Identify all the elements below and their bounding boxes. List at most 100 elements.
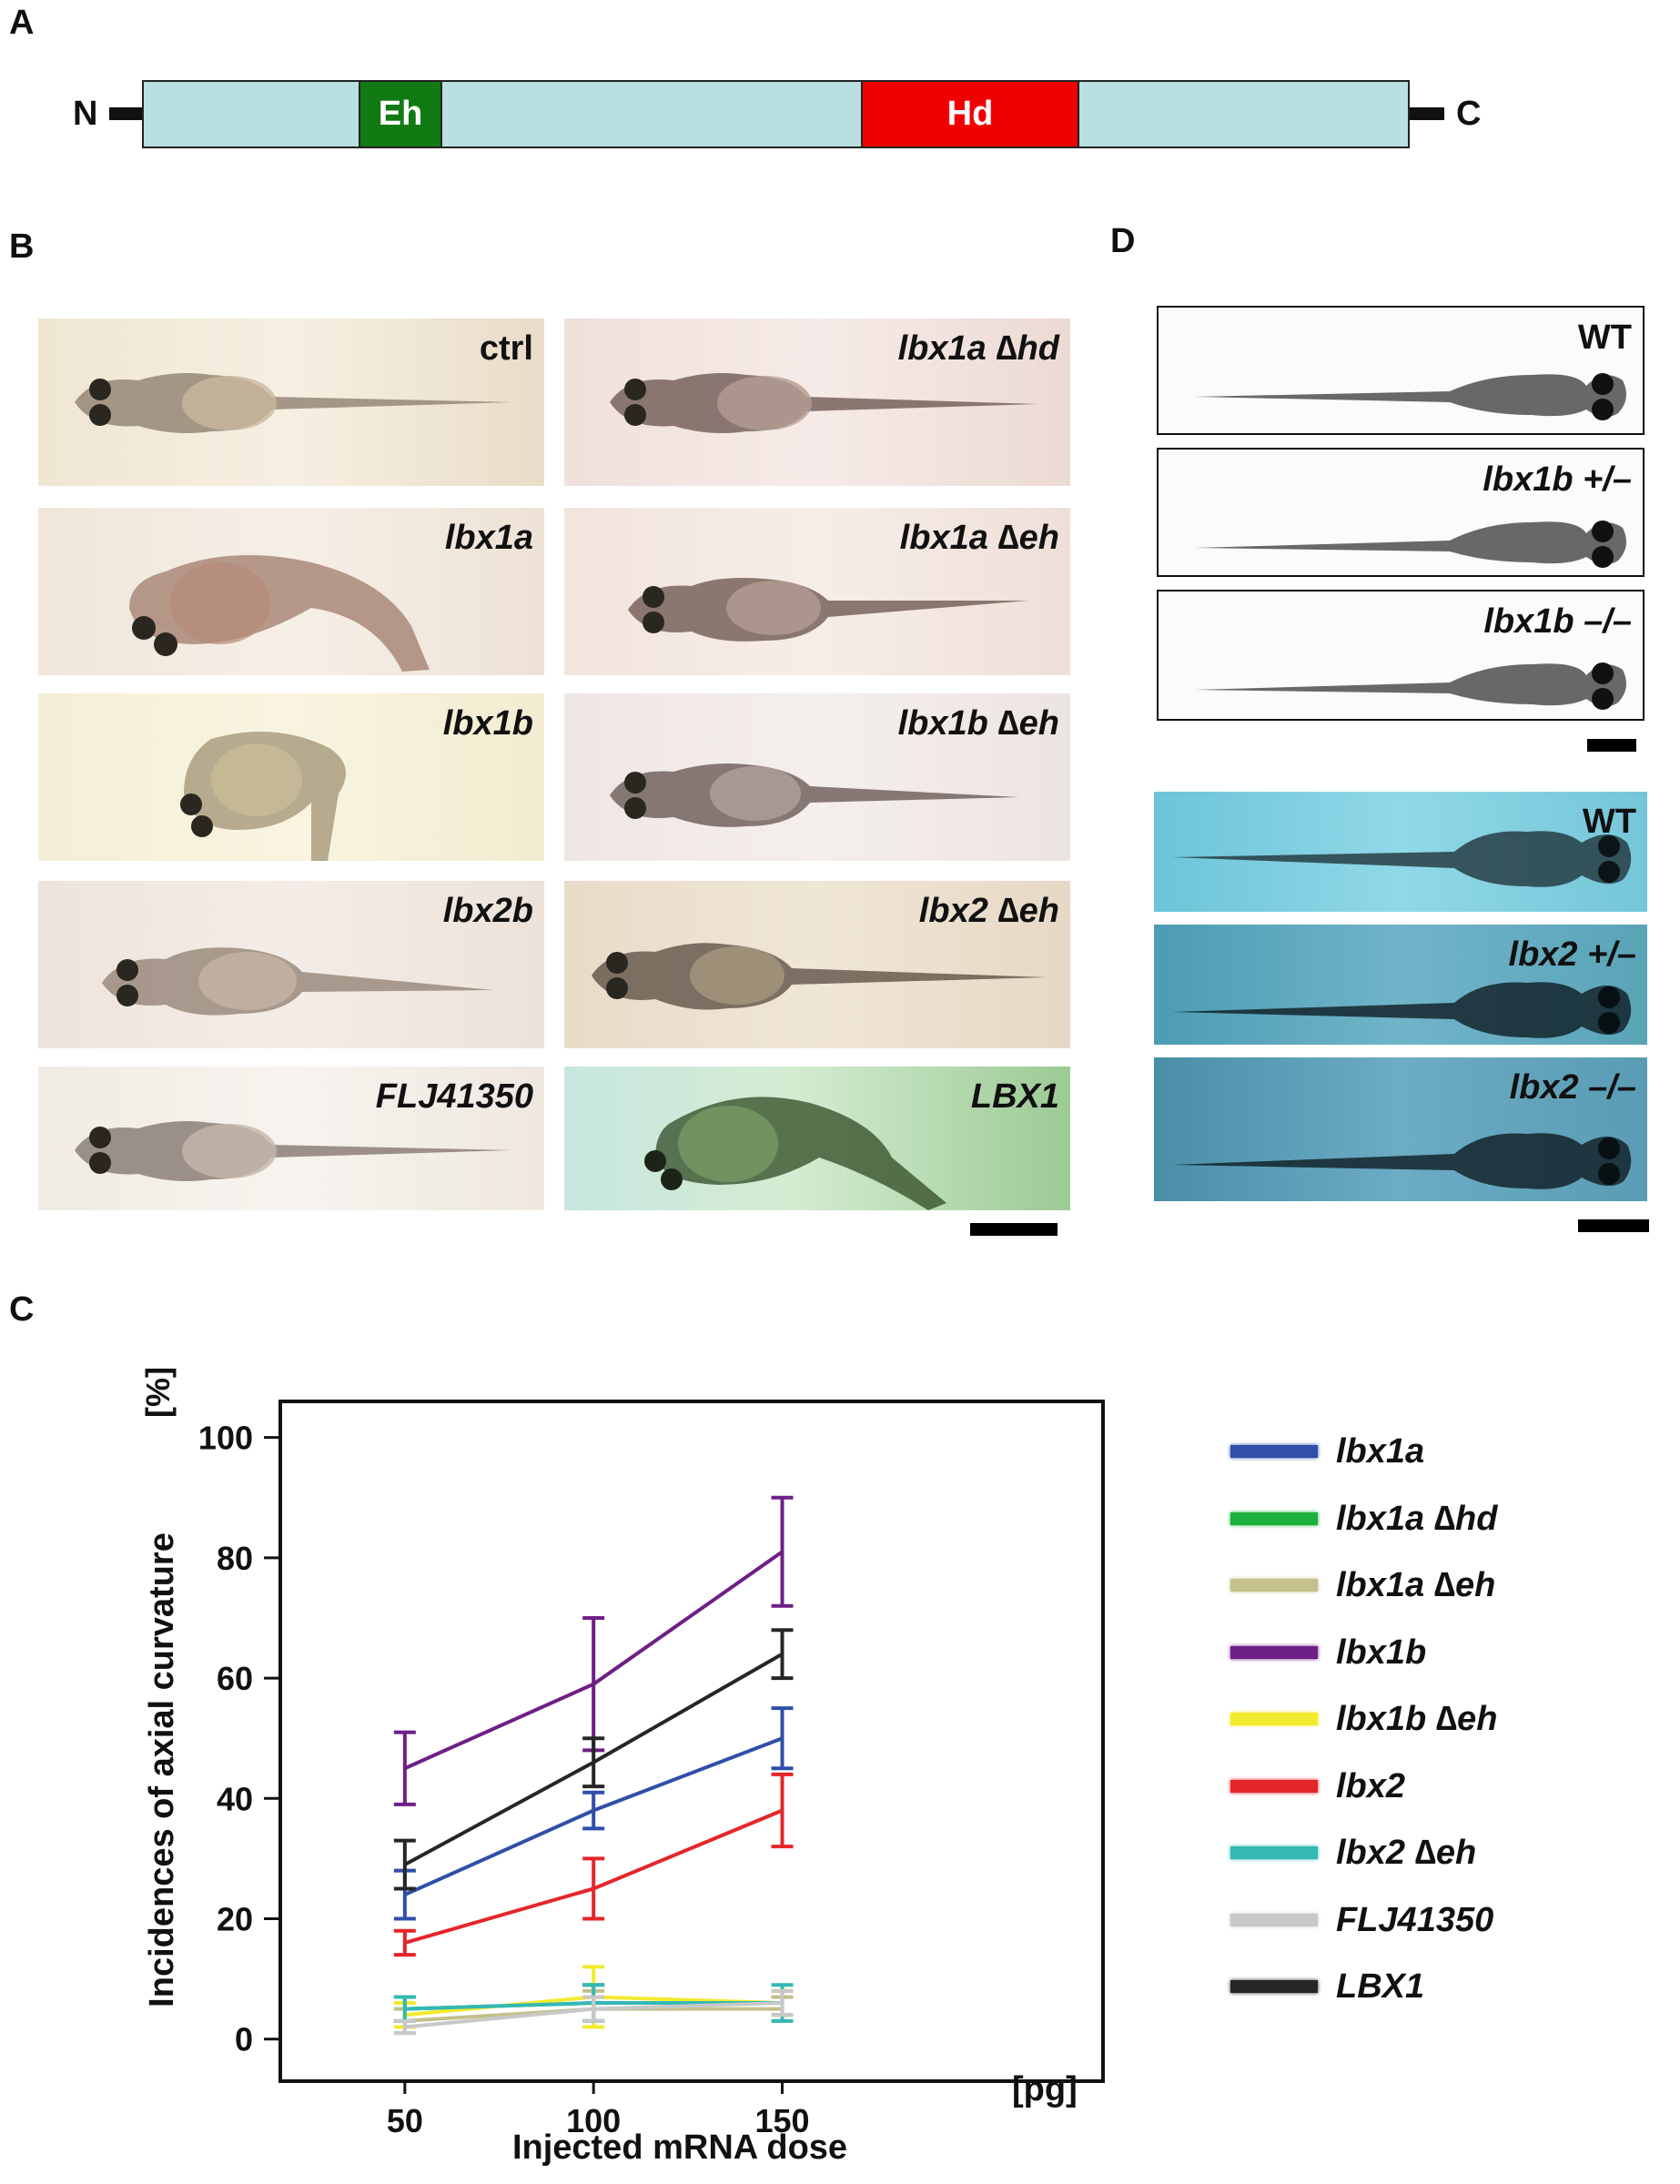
legend-swatch xyxy=(1230,1846,1318,1859)
y-tick-label: 60 xyxy=(217,1660,253,1697)
error-bar xyxy=(771,1772,794,1849)
series-flj41350 xyxy=(393,1988,794,2036)
embryo-curved xyxy=(180,732,346,861)
legend-label: FLJ41350 xyxy=(1336,1900,1494,1939)
label-lbx1a-dhd: lbx1a ∆hd xyxy=(897,329,1059,368)
legend-swatch xyxy=(1230,1779,1318,1793)
embryo-straight xyxy=(75,1121,511,1181)
photo-lbx1b-deh: lbx1b ∆eh xyxy=(564,693,1070,861)
error-bar xyxy=(771,1495,794,1608)
hd-domain-label: Hd xyxy=(946,95,994,133)
label-lbx1a: lbx1a xyxy=(444,519,533,557)
x-tick-label: 100 xyxy=(566,2102,621,2139)
label-lbx1a-deh: lbx1a ∆eh xyxy=(899,519,1059,557)
x-tick-label: 50 xyxy=(387,2102,423,2139)
embryo-straight xyxy=(628,578,1028,642)
c-terminus-line xyxy=(1410,107,1444,120)
legend-label: LBX1 xyxy=(1336,1967,1425,2006)
protein-body: Eh Hd xyxy=(142,80,1410,148)
label-lbx2-deh: lbx2 ∆eh xyxy=(918,892,1059,930)
legend-label: lbx1a ∆hd xyxy=(1336,1499,1498,1538)
label-LBX1: LBX1 xyxy=(970,1077,1059,1116)
series-lbx1 xyxy=(393,1628,794,1891)
label-lbx2-hom: lbx2 –/– xyxy=(1509,1068,1636,1107)
scale-bar-d-bottom xyxy=(1578,1219,1649,1232)
photo-lbx1b: lbx1b xyxy=(38,693,544,861)
legend-label: lbx1a xyxy=(1336,1432,1425,1471)
scale-bar-d-top xyxy=(1587,739,1636,752)
legend-label: lbx1b ∆eh xyxy=(1336,1700,1498,1738)
legend-label: lbx1b xyxy=(1336,1633,1427,1672)
legend-label: lbx2 xyxy=(1336,1766,1406,1805)
x-axis-unit: [pg] xyxy=(1012,2070,1078,2108)
legend-swatch xyxy=(1230,1645,1318,1659)
x-axis: 50 100 150 xyxy=(387,2081,810,2139)
legend-swatch xyxy=(1230,1512,1318,1525)
axial-curvature-chart: 0 20 40 60 80 100 50 100 150 Incidences of axia… xyxy=(139,1367,1105,2167)
label-lbx1b-hom: lbx1b –/– xyxy=(1483,602,1632,641)
error-bar xyxy=(582,1615,605,1753)
photo-lbx2-deh: lbx2 ∆eh xyxy=(564,881,1070,1048)
y-axis-label: Incidences of axial curvature xyxy=(143,1532,181,2007)
embryo-straight xyxy=(1172,982,1632,1038)
panel-letter-c: C xyxy=(9,1290,35,1329)
photo-lbx1a-deh: lbx1a ∆eh xyxy=(564,508,1070,675)
error-bar xyxy=(393,2018,416,2036)
error-bar xyxy=(393,1928,416,1957)
series-lbx2 xyxy=(393,1772,794,1957)
n-terminus-line xyxy=(109,107,142,120)
y-tick-label: 20 xyxy=(217,1901,253,1938)
panel-letter-a: A xyxy=(9,4,35,42)
photo-ctrl: ctrl xyxy=(38,318,544,486)
embryo-straight xyxy=(1195,521,1626,568)
photo-lbx1b-het: lbx1b +/– xyxy=(1157,448,1645,577)
y-axis-unit: [%] xyxy=(139,1367,177,1418)
photo-wt-lbx2: WT xyxy=(1154,792,1647,912)
photo-wt-lbx1b: WT xyxy=(1157,306,1645,435)
photo-lbx2-het: lbx2 +/– xyxy=(1154,925,1647,1045)
error-bar xyxy=(582,1736,605,1789)
embryo-straight xyxy=(75,373,511,433)
error-bar xyxy=(582,1856,605,1921)
y-tick-label: 0 xyxy=(235,2021,253,2058)
photo-lbx2b: lbx2b xyxy=(38,881,544,1048)
y-tick-label: 100 xyxy=(198,1420,253,1457)
embryo-straight xyxy=(1195,373,1626,420)
embryo-straight xyxy=(610,373,1037,433)
error-bar xyxy=(582,1995,605,2023)
legend-swatch xyxy=(1230,1713,1318,1725)
series-layer xyxy=(393,1495,794,2036)
scale-bar-b xyxy=(970,1223,1058,1236)
embryo-curved xyxy=(644,1097,946,1210)
legend-swatch xyxy=(1230,1980,1318,1993)
eh-domain: Eh xyxy=(359,82,442,147)
y-tick-label: 40 xyxy=(217,1780,253,1817)
embryo-straight xyxy=(1172,831,1632,887)
photo-lbx2-hom: lbx2 –/– xyxy=(1154,1057,1647,1201)
embryo-straight xyxy=(102,947,493,1016)
error-bar xyxy=(771,1988,794,2017)
photo-lbx1a-dhd: lbx1a ∆hd xyxy=(564,318,1070,486)
embryo-curved xyxy=(129,555,430,672)
label-lbx2-het: lbx2 +/– xyxy=(1508,935,1636,974)
label-lbx1b-het: lbx1b +/– xyxy=(1483,460,1632,499)
panel-letter-b: B xyxy=(9,228,35,266)
legend-swatch xyxy=(1230,1445,1318,1458)
legend-label: lbx1a ∆eh xyxy=(1336,1566,1496,1604)
error-bar xyxy=(771,1706,794,1771)
label-flj41350: FLJ41350 xyxy=(375,1077,533,1116)
error-bar xyxy=(393,1838,416,1891)
y-axis: 0 20 40 60 80 100 xyxy=(198,1420,280,2058)
error-bar xyxy=(393,1730,416,1806)
legend-label: lbx2 ∆eh xyxy=(1336,1834,1477,1872)
photo-flj41350: FLJ41350 xyxy=(38,1067,544,1210)
label-wt-lbx1b: WT xyxy=(1577,318,1632,357)
hd-domain: Hd xyxy=(861,82,1079,147)
embryo-straight xyxy=(592,943,1047,1010)
error-bar xyxy=(582,1790,605,1831)
label-lbx1b-deh: lbx1b ∆eh xyxy=(897,704,1059,743)
n-terminus-label: N xyxy=(73,95,98,133)
eh-domain-label: Eh xyxy=(378,95,423,133)
label-lbx1b: lbx1b xyxy=(442,704,533,743)
panel-letter-d: D xyxy=(1110,222,1136,260)
